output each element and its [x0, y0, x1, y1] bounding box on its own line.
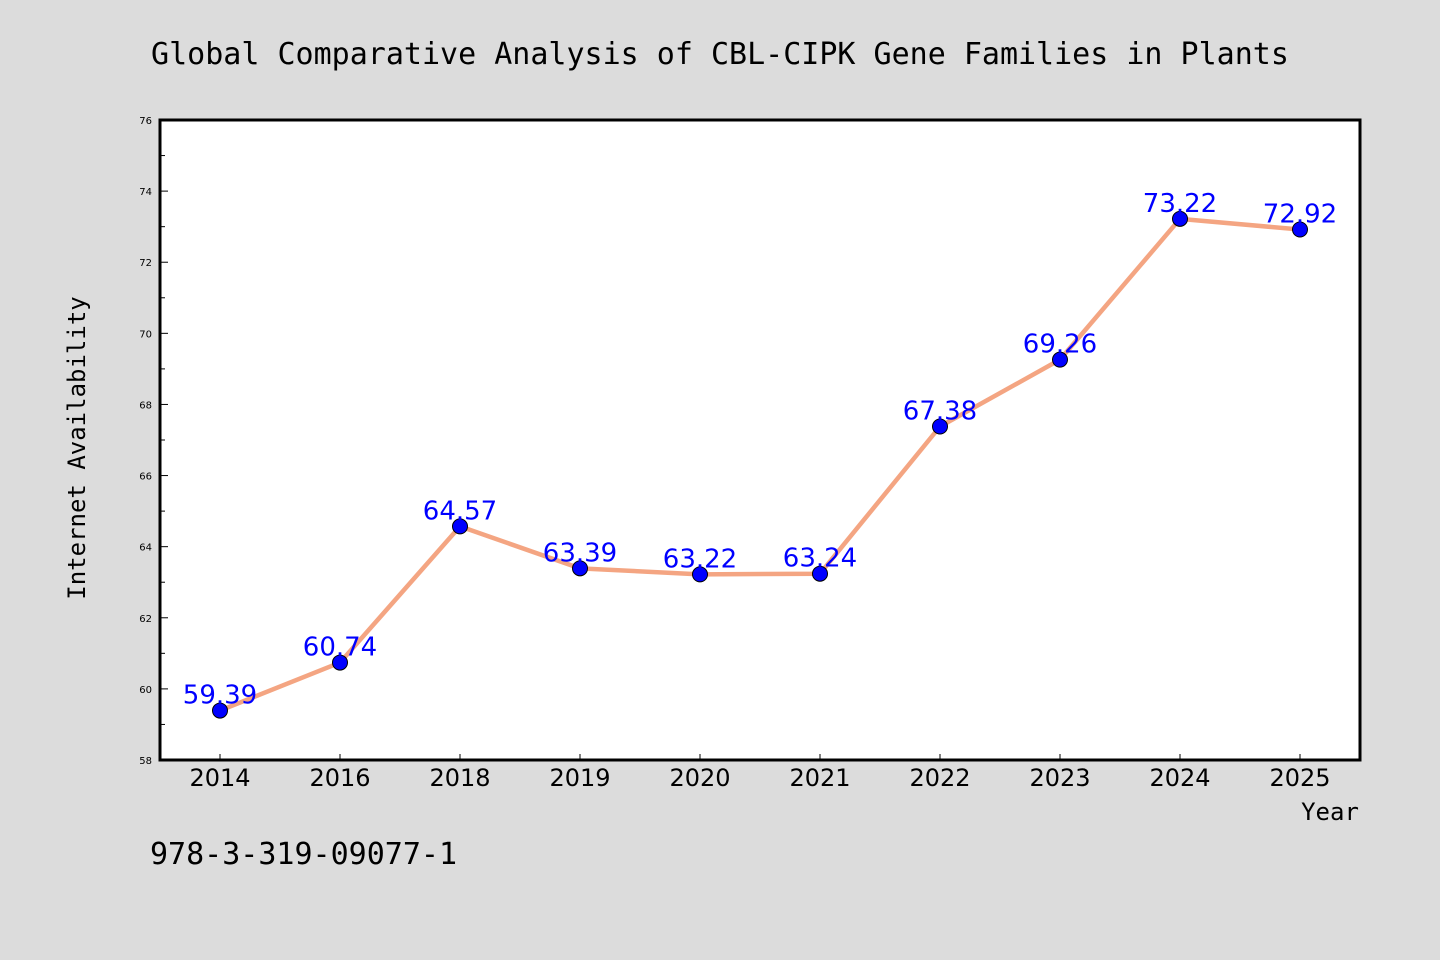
data-point-label: 63.22 — [663, 544, 737, 574]
x-axis-label: Year — [1301, 798, 1359, 826]
data-point-marker — [1172, 210, 1188, 227]
y-tick-label: 64 — [139, 543, 152, 554]
series-markers — [212, 210, 1308, 719]
y-tick-label: 62 — [139, 614, 152, 625]
y-axis-ticks: 58 60 62 64 66 68 70 72 74 76 — [139, 116, 168, 767]
y-tick-label: 76 — [139, 116, 152, 127]
y-axis-label: Internet Availability — [63, 296, 91, 599]
data-labels: 59.39 60.74 64.57 63.39 63.22 63.24 67.38 69.26… — [183, 189, 1337, 711]
isbn-footer: 978-3-319-09077-1 — [150, 837, 457, 872]
y-tick-label: 58 — [139, 756, 152, 767]
plot-area — [158, 118, 1362, 762]
y-tick-label: 60 — [139, 685, 152, 696]
x-tick-label: 2016 — [309, 764, 370, 792]
data-point-label: 59.39 — [183, 681, 257, 711]
y-tick-label: 72 — [139, 258, 152, 269]
y-tick-label: 74 — [139, 187, 152, 198]
data-point-marker — [212, 702, 228, 719]
data-point-marker — [812, 565, 828, 582]
data-point-label: 69.26 — [1023, 330, 1097, 360]
x-tick-label: 2024 — [1149, 764, 1210, 792]
x-tick-label: 2018 — [429, 764, 490, 792]
chart-title: Global Comparative Analysis of CBL-CIPK … — [151, 37, 1289, 72]
data-point-marker — [332, 654, 348, 671]
series-line — [217, 216, 1303, 713]
data-point-label: 63.39 — [543, 538, 617, 568]
x-tick-label: 2023 — [1029, 764, 1090, 792]
data-point-label: 67.38 — [903, 396, 977, 426]
x-tick-label: 2021 — [789, 764, 850, 792]
x-tick-label: 2022 — [909, 764, 970, 792]
data-point-label: 73.22 — [1143, 189, 1217, 219]
y-tick-label: 70 — [139, 329, 152, 340]
x-tick-label: 2025 — [1269, 764, 1330, 792]
data-point-label: 60.74 — [303, 633, 377, 663]
data-point-label: 64.57 — [423, 496, 497, 526]
y-tick-label: 68 — [139, 400, 152, 411]
data-point-marker — [1052, 351, 1068, 368]
data-point-label: 63.24 — [783, 544, 857, 574]
x-tick-label: 2020 — [669, 764, 730, 792]
data-point-marker — [572, 560, 588, 577]
data-point-marker — [692, 566, 708, 583]
data-point-label: 72.92 — [1263, 200, 1337, 230]
data-point-marker — [1292, 221, 1308, 238]
x-axis-ticks: 2014 2016 2018 2019 2020 2021 2022 2023 2024 2025 — [189, 754, 1331, 792]
data-point-marker — [932, 418, 948, 435]
x-tick-label: 2019 — [549, 764, 610, 792]
x-tick-label: 2014 — [189, 764, 250, 792]
data-point-marker — [452, 518, 468, 535]
y-tick-label: 66 — [139, 472, 152, 483]
